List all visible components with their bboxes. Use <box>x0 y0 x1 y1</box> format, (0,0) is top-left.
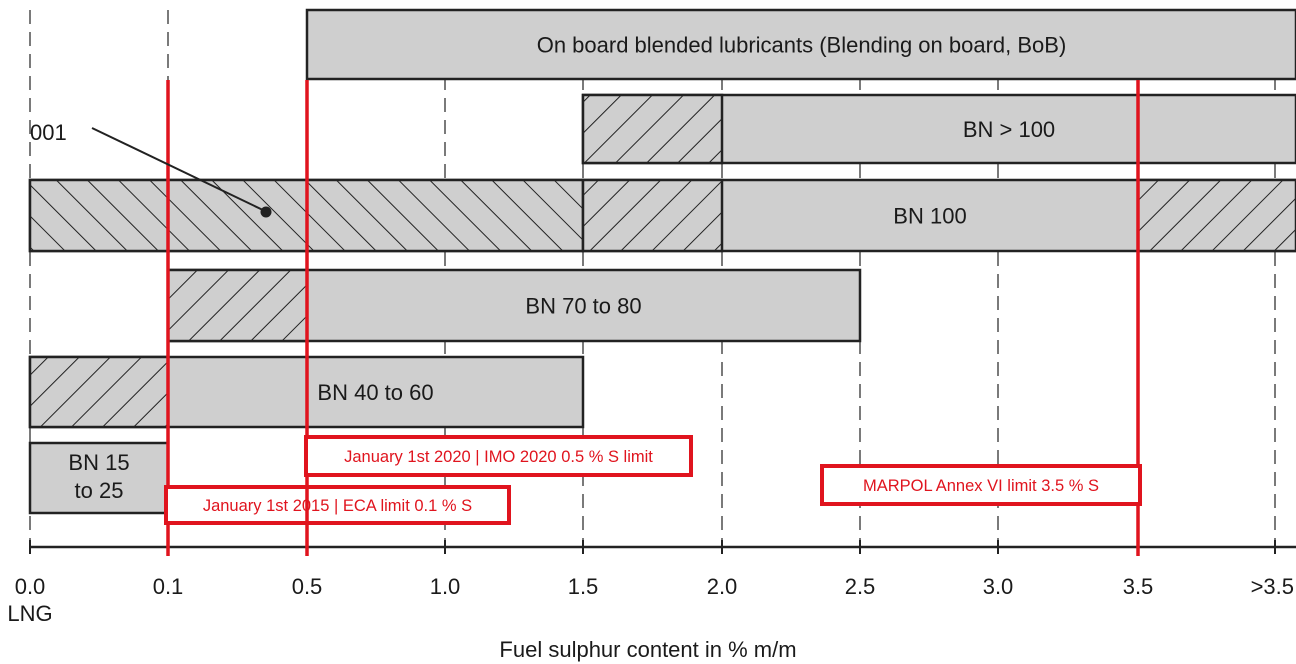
bars: On board blended lubricants (Blending on… <box>28 8 1296 515</box>
limit-0-1: January 1st 2015 | ECA limit 0.1 % S <box>164 80 511 556</box>
annotation-leader-line <box>91 127 266 212</box>
x-tick-label-1-0: 1.0 <box>430 574 461 599</box>
x-tick-label-0-0: 0.0 <box>15 574 46 599</box>
limit-callout-text-0-5: January 1st 2020 | IMO 2020 0.5 % S limi… <box>344 448 653 466</box>
bar-bob-body <box>305 8 1296 81</box>
bar-bn70-label: BN 70 to 80 <box>525 294 641 319</box>
x-tick-label-2-0: 2.0 <box>707 574 738 599</box>
limit-callout-box-0-5 <box>304 435 693 477</box>
limit-0-5: January 1st 2020 | IMO 2020 0.5 % S limi… <box>304 80 693 556</box>
limit-callout-text-3-5: MARPOL Annex VI limit 3.5 % S <box>863 477 1099 495</box>
bar-bn15-label: BN 15 to 25 <box>68 450 129 503</box>
bar-bob-label: On board blended lubricants (Blending on… <box>537 33 1067 58</box>
bar-bn100plus-label: BN > 100 <box>963 117 1055 142</box>
x-tick-sublabel-lng: LNG <box>7 601 52 626</box>
annotation-001: 001 <box>30 120 272 218</box>
limit-callout-box-0-1 <box>164 485 511 525</box>
bar-bn100-label: BN 100 <box>893 204 966 229</box>
x-tick-label-0-5: 0.5 <box>292 574 323 599</box>
x-tick-label-3-0: 3.0 <box>983 574 1014 599</box>
bar-bn100-hatch-2 <box>1136 178 1296 253</box>
bar-bn40-label: BN 40 to 60 <box>317 380 433 405</box>
annotations: 001 <box>30 120 272 218</box>
limit-lines: January 1st 2015 | ECA limit 0.1 % S Janu… <box>164 80 1142 556</box>
bar-bob: On board blended lubricants (Blending on… <box>305 8 1296 81</box>
bar-bn40-hatch-0 <box>28 355 170 429</box>
x-tick-label-1-5: 1.5 <box>568 574 599 599</box>
x-axis-title: Fuel sulphur content in % m/m <box>499 637 796 662</box>
limit-callout-box-3-5 <box>820 464 1142 506</box>
bar-bn100plus: BN > 100 <box>581 93 1296 165</box>
bar-bn70: BN 70 to 80 <box>166 268 862 343</box>
x-tick-label-2-5: 2.5 <box>845 574 876 599</box>
bar-bn100plus-hatch-0 <box>581 93 724 165</box>
limit-3-5: MARPOL Annex VI limit 3.5 % S <box>820 80 1142 556</box>
annotation-label-001: 001 <box>30 120 67 145</box>
bar-bn70-hatch-0 <box>166 268 309 343</box>
bar-bn100-hatch-1 <box>581 178 724 253</box>
annotation-dot <box>260 206 272 218</box>
bar-bn100: BN 100 <box>28 178 1296 253</box>
limit-callout-text-0-1: January 1st 2015 | ECA limit 0.1 % S <box>203 497 472 515</box>
bar-bn15: BN 15 to 25 <box>28 441 170 515</box>
x-tick-label-3-5: 3.5 <box>1123 574 1154 599</box>
bar-bn15-body <box>28 441 170 515</box>
x-tick-label-0-1: 0.1 <box>153 574 184 599</box>
x-tick-label-3-5: >3.5 <box>1251 574 1294 599</box>
